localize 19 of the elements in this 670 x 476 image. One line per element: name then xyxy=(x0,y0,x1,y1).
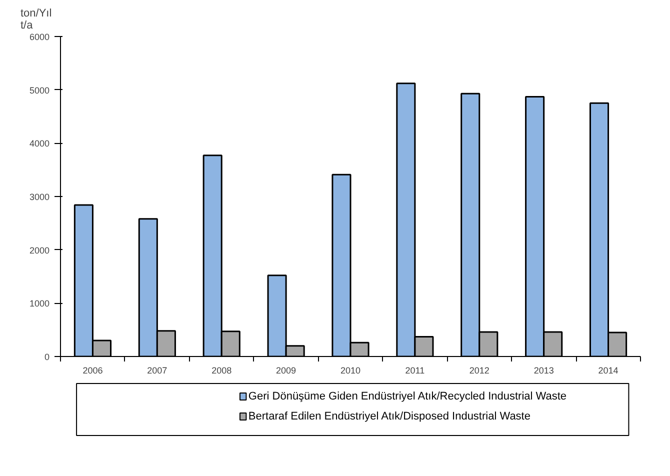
y-tick-label: 2000 xyxy=(29,245,50,256)
x-tick-label: 2011 xyxy=(405,366,425,376)
x-tick-label: 2007 xyxy=(147,366,168,376)
x-tick-label: 2008 xyxy=(212,366,232,376)
x-tick-label: 2013 xyxy=(534,366,554,376)
y-tick-label: 3000 xyxy=(29,192,50,202)
y-tick-label: 4000 xyxy=(29,138,50,149)
x-tick-label: 2014 xyxy=(598,366,618,376)
x-tick-label: 2009 xyxy=(276,366,296,376)
x-tick-label: 2006 xyxy=(82,366,103,376)
y-tick-label: 0 xyxy=(44,352,50,362)
legend-label: Geri Dönüşüme Giden Endüstriyel Atık/Recycled Industrial Waste xyxy=(248,390,567,402)
x-tick-label: 2010 xyxy=(340,366,361,376)
y-axis-title: ton/Yıl t/a xyxy=(20,8,52,32)
legend-label: Bertaraf Edilen Endüstriyel Atık/Disposed Industrial Waste xyxy=(248,410,530,422)
y-tick-label: 5000 xyxy=(29,85,50,96)
x-tick-label: 2012 xyxy=(469,366,490,376)
y-tick-label: 1000 xyxy=(29,298,50,309)
y-tick-label: 6000 xyxy=(29,32,50,42)
